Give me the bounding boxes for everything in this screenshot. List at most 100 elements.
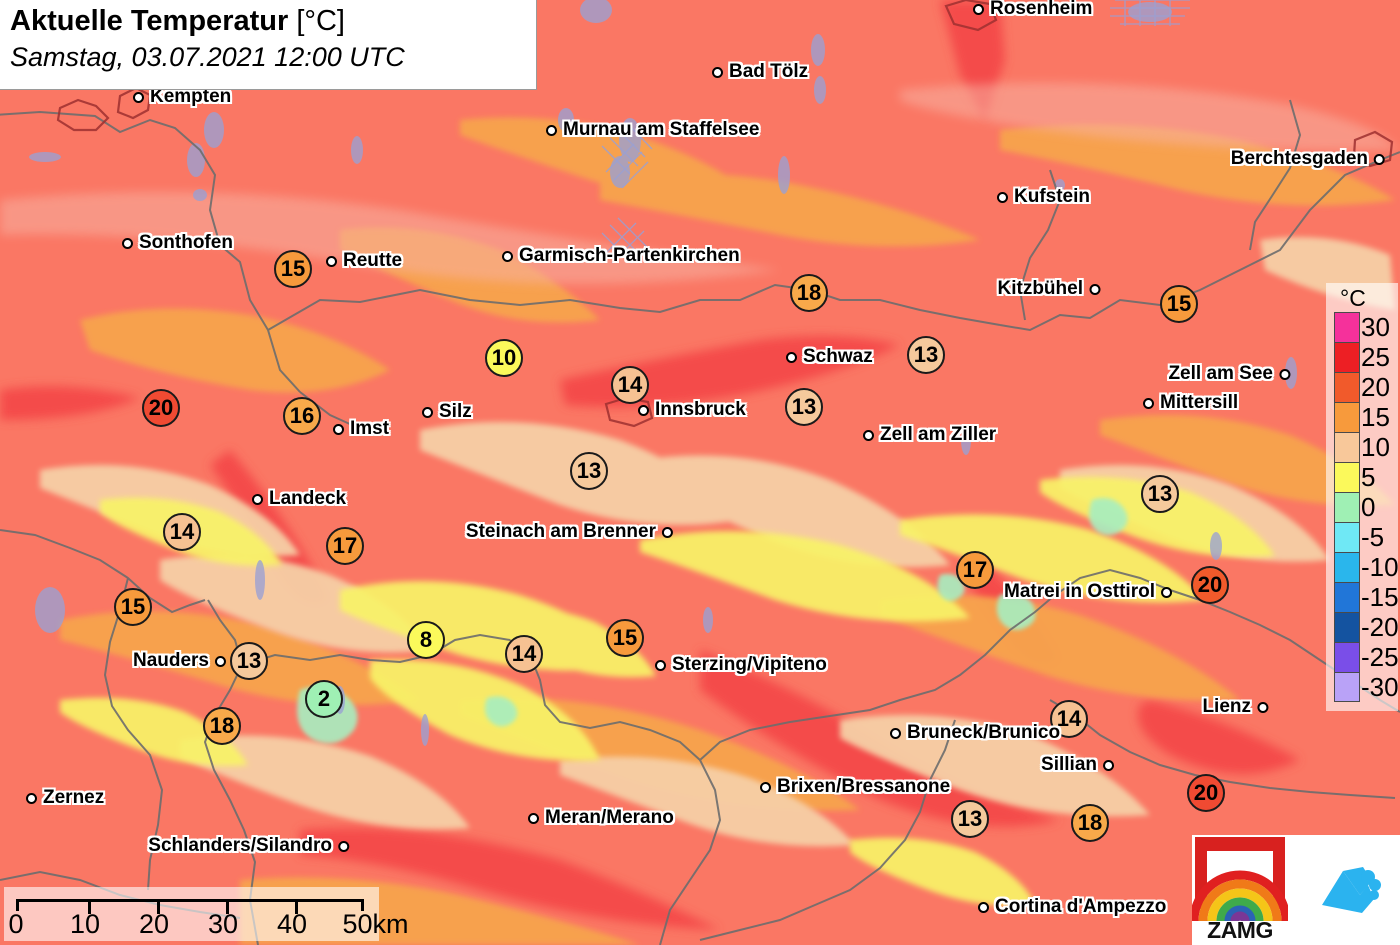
- station-temperature-marker[interactable]: 14: [505, 635, 543, 673]
- zamg-rainbow-logo[interactable]: ZAMG: [1192, 835, 1288, 945]
- scalebar-number-50km: 50km: [342, 909, 409, 939]
- city-name-text: Reutte: [343, 250, 403, 271]
- city-marker-dot-icon: [122, 237, 133, 249]
- city-name-text: Matrei in Osttirol: [1004, 581, 1155, 602]
- legend-band--10: [1334, 552, 1360, 582]
- legend-label--5: -5: [1361, 522, 1385, 552]
- city-label: Zernez: [26, 787, 104, 809]
- city-label: Imst: [333, 418, 389, 440]
- city-label: Zell am See: [1168, 363, 1290, 385]
- city-label: Matrei in Osttirol: [1004, 581, 1172, 603]
- station-temperature-marker[interactable]: 15: [274, 250, 312, 288]
- city-name-text: Sonthofen: [139, 232, 233, 253]
- city-marker-dot-icon: [338, 840, 349, 852]
- scalebar-number-20: 20: [138, 909, 170, 939]
- city-label: Bad Tölz: [712, 61, 808, 83]
- station-temperature-marker[interactable]: 13: [951, 800, 989, 838]
- city-label: Reutte: [326, 250, 402, 272]
- city-name-text: Bad Tölz: [729, 61, 809, 82]
- city-marker-dot-icon: [1161, 586, 1172, 598]
- station-temperature-marker[interactable]: 10: [485, 339, 523, 377]
- city-label: Sillian: [1041, 754, 1114, 776]
- station-temperature-marker[interactable]: 20: [1187, 774, 1225, 812]
- legend-band--15: [1334, 582, 1360, 612]
- station-temperature-marker[interactable]: 15: [114, 588, 152, 626]
- city-name-text: Kempten: [150, 86, 232, 107]
- scalebar-number-10: 10: [69, 909, 101, 939]
- legend-color-bands: [1334, 312, 1360, 702]
- station-temperature-marker[interactable]: 14: [611, 366, 649, 404]
- station-temperature-marker[interactable]: 17: [956, 551, 994, 589]
- city-name-text: Berchtesgaden: [1230, 148, 1368, 169]
- city-name-text: Murnau am Staffelsee: [563, 119, 760, 140]
- city-label: Schwaz: [786, 346, 873, 368]
- station-temperature-marker[interactable]: 13: [230, 642, 268, 680]
- city-label: Cortina d'Ampezzo: [978, 896, 1166, 918]
- station-temperature-marker[interactable]: 18: [1071, 804, 1109, 842]
- scalebar-rule: [16, 899, 364, 914]
- station-temperature-marker[interactable]: 18: [203, 707, 241, 745]
- city-label: Berchtesgaden: [1231, 148, 1385, 170]
- legend-label--20: -20: [1361, 612, 1399, 642]
- city-marker-dot-icon: [422, 406, 433, 418]
- station-temperature-marker[interactable]: 16: [283, 397, 321, 435]
- zamg-wordmark: ZAMG: [1207, 917, 1273, 943]
- city-marker-dot-icon: [997, 191, 1008, 203]
- city-marker-dot-icon: [26, 792, 37, 804]
- city-label: Innsbruck: [638, 399, 746, 421]
- city-name-text: Schlanders/Silandro: [148, 835, 332, 856]
- legend-label-15: 15: [1361, 402, 1390, 432]
- map-scalebar: 0 10 20 30 40 50km: [4, 887, 409, 941]
- station-temperature-marker[interactable]: 17: [326, 527, 364, 565]
- city-marker-dot-icon: [786, 351, 797, 363]
- temperature-legend: °C 30 25 20 15 10 5 0 -5 -10 -15 -20 -25 -30: [1326, 283, 1399, 711]
- city-marker-dot-icon: [252, 493, 263, 505]
- city-marker-dot-icon: [760, 781, 771, 793]
- legend-label-20: 20: [1361, 372, 1390, 402]
- city-label: Kitzbühel: [998, 278, 1100, 300]
- station-temperature-marker[interactable]: 18: [790, 274, 828, 312]
- station-temperature-marker[interactable]: 20: [1191, 566, 1229, 604]
- legend-band-30: [1334, 312, 1360, 342]
- map-title-panel: Aktuelle Temperatur [°C] Samstag, 03.07.…: [0, 0, 537, 90]
- city-name-text: Kufstein: [1014, 186, 1090, 207]
- station-temperature-marker[interactable]: 20: [142, 389, 180, 427]
- legend-band-10: [1334, 432, 1360, 462]
- scalebar-tick-10: [88, 902, 91, 914]
- city-label: Murnau am Staffelsee: [546, 119, 759, 141]
- city-marker-dot-icon: [528, 812, 539, 824]
- city-name-text: Imst: [350, 418, 390, 439]
- city-name-text: Steinach am Brenner: [465, 521, 656, 542]
- station-temperature-marker[interactable]: 13: [907, 336, 945, 374]
- station-temperature-marker[interactable]: 13: [785, 388, 823, 426]
- station-temperature-marker[interactable]: 8: [407, 621, 445, 659]
- meteo-peak-logo[interactable]: [1288, 835, 1400, 945]
- scalebar-tick-20: [157, 902, 160, 914]
- city-label: Silz: [422, 401, 472, 423]
- station-temperature-marker[interactable]: 15: [606, 619, 644, 657]
- city-marker-dot-icon: [712, 66, 723, 78]
- station-temperature-marker[interactable]: 13: [570, 452, 608, 490]
- legend-band-20: [1334, 372, 1360, 402]
- station-temperature-marker[interactable]: 13: [1141, 475, 1179, 513]
- city-marker-dot-icon: [333, 423, 344, 435]
- legend-band-25: [1334, 342, 1360, 372]
- station-temperature-marker[interactable]: 14: [163, 513, 201, 551]
- map-datetime: Samstag, 03.07.2021 12:00 UTC: [10, 42, 405, 72]
- station-temperature-marker[interactable]: 2: [305, 680, 343, 718]
- legend-band--20: [1334, 612, 1360, 642]
- title-unit-text: [°C]: [296, 5, 345, 37]
- legend-tick-labels: 30 25 20 15 10 5 0 -5 -10 -15 -20 -25 -30: [1361, 312, 1399, 702]
- city-label: Schlanders/Silandro: [148, 835, 349, 857]
- city-marker-dot-icon: [502, 250, 513, 262]
- city-label: Lienz: [1202, 696, 1268, 718]
- city-name-text: Silz: [439, 401, 472, 422]
- station-temperature-marker[interactable]: 14: [1050, 700, 1088, 738]
- city-label: Kufstein: [997, 186, 1090, 208]
- city-name-text: Meran/Merano: [545, 807, 674, 828]
- legend-unit-label: °C: [1340, 285, 1366, 311]
- city-marker-dot-icon: [638, 404, 649, 416]
- station-temperature-marker[interactable]: 15: [1160, 285, 1198, 323]
- city-label: Brixen/Bressanone: [760, 776, 950, 798]
